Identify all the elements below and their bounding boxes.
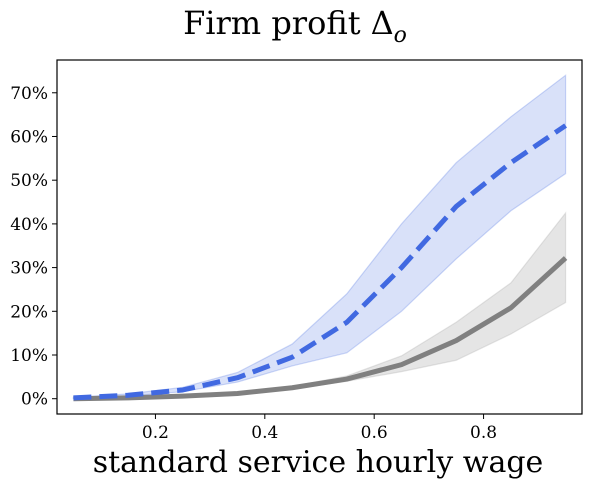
plot-frame	[56, 59, 583, 415]
y-tick-label: 0%	[21, 390, 48, 410]
y-tick-label: 10%	[10, 346, 48, 366]
chart-title: Firm profit Δo	[183, 4, 407, 48]
y-tick-label: 60%	[10, 127, 48, 147]
y-tick-label: 70%	[10, 84, 48, 104]
x-axis: 0.2 0.4 0.6 0.8	[142, 414, 497, 443]
chart-title-subscript: o	[394, 23, 407, 48]
y-tick-label: 20%	[10, 302, 48, 322]
series-line-1	[73, 123, 567, 401]
chart-title-delta: Δ	[371, 4, 394, 42]
y-axis: 0% 10% 20% 30% 40% 50% 60% 70%	[10, 84, 57, 410]
series-line-2	[73, 256, 568, 402]
y-tick-label: 30%	[10, 259, 48, 279]
plot-area	[72, 74, 568, 402]
confidence-band-series-2	[72, 211, 567, 400]
x-tick-label: 0.6	[361, 423, 388, 443]
chart-title-text: Firm profit	[183, 4, 361, 42]
x-tick-label: 0.4	[251, 423, 278, 443]
y-tick-label: 40%	[10, 215, 48, 235]
x-axis-label: standard service hourly wage	[93, 445, 544, 480]
y-tick-label: 50%	[10, 171, 48, 191]
confidence-band-series-1	[72, 74, 567, 399]
x-tick-label: 0.2	[142, 423, 169, 443]
x-tick-label: 0.8	[470, 423, 497, 443]
